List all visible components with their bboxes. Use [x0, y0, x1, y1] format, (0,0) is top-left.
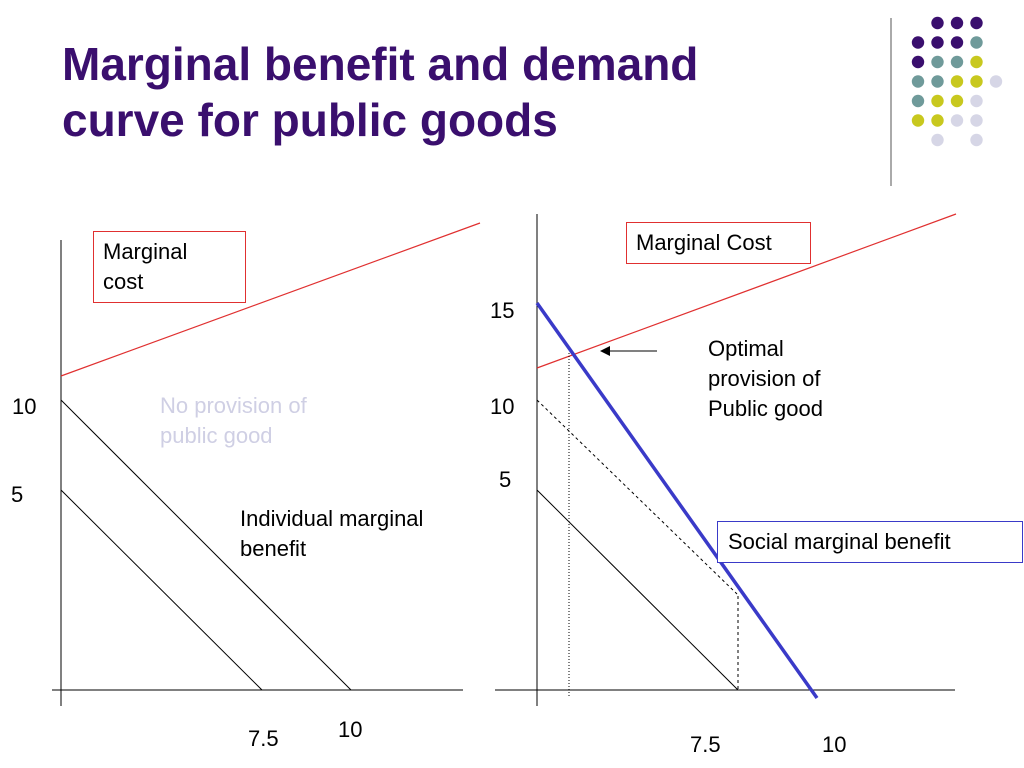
- right-y-tick-5: 5: [499, 467, 511, 492]
- decorative-dot: [931, 16, 944, 30]
- decorative-dot: [970, 16, 983, 30]
- social-benefit-label: Social marginal benefit: [728, 529, 951, 554]
- right-y-tick-10: 10: [490, 394, 514, 419]
- decorative-dot: [989, 75, 1003, 88]
- right-x-tick-10: 10: [822, 732, 846, 757]
- right-marginal-cost-box: [626, 222, 811, 264]
- decorative-dot: [931, 114, 944, 127]
- left-benefit-line-b: [60, 399, 352, 691]
- no-provision-label: No provision of public good: [160, 393, 307, 448]
- decorative-dot-grid: [890, 16, 1003, 186]
- decorative-dot: [931, 133, 944, 147]
- arrow-icon: [600, 346, 657, 356]
- decorative-dot: [950, 75, 964, 88]
- left-benefit-line-a: [60, 489, 263, 691]
- decorative-dot: [931, 55, 944, 69]
- right-benefit-line-a: [536, 489, 739, 691]
- decorative-dot: [950, 94, 964, 108]
- right-y-tick-15: 15: [490, 298, 514, 323]
- right-marginal-cost-label: Marginal Cost: [636, 230, 772, 255]
- decorative-dot: [911, 36, 925, 49]
- decorative-dot: [950, 36, 964, 49]
- decorative-dot: [970, 133, 983, 147]
- left-marginal-cost-label: Marginal cost: [103, 239, 188, 294]
- decorative-dot: [950, 114, 964, 127]
- decorative-dot: [970, 114, 983, 127]
- decorative-dot: [911, 55, 925, 69]
- decorative-dot: [931, 94, 944, 108]
- decorative-dot: [911, 75, 925, 88]
- slide-title: Marginal benefit and demand curve for pu…: [62, 38, 699, 146]
- left-marginal-cost-box: [93, 231, 246, 303]
- decorative-dot: [931, 36, 944, 49]
- optimal-provision-label: Optimal provision of Public good: [708, 336, 823, 421]
- decorative-dot: [950, 55, 964, 69]
- right-marginal-cost-line: [536, 213, 957, 369]
- right-x-tick-7-5: 7.5: [690, 732, 721, 757]
- left-marginal-cost-line: [60, 222, 481, 377]
- decorative-dot: [970, 36, 983, 49]
- left-x-tick-10: 10: [338, 717, 362, 742]
- right-benefit-line-b-dashed: [536, 399, 738, 595]
- decorative-dot: [970, 55, 983, 69]
- left-x-tick-7-5: 7.5: [248, 726, 279, 751]
- left-y-tick-10: 10: [12, 394, 36, 419]
- decorative-dot: [970, 75, 983, 88]
- decorative-dot: [931, 75, 944, 88]
- left-y-tick-5: 5: [11, 482, 23, 507]
- decorative-dot: [911, 114, 925, 127]
- decorative-dot: [911, 94, 925, 108]
- right-social-benefit-line: [535, 301, 819, 700]
- decorative-dot: [950, 16, 964, 30]
- individual-benefit-label: Individual marginal benefit: [240, 506, 424, 561]
- social-benefit-box: [717, 521, 1023, 563]
- decorative-dot: [970, 94, 983, 108]
